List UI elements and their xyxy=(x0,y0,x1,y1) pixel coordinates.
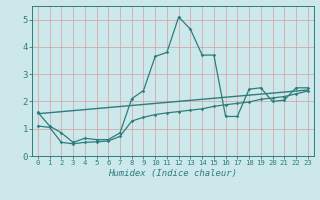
X-axis label: Humidex (Indice chaleur): Humidex (Indice chaleur) xyxy=(108,169,237,178)
